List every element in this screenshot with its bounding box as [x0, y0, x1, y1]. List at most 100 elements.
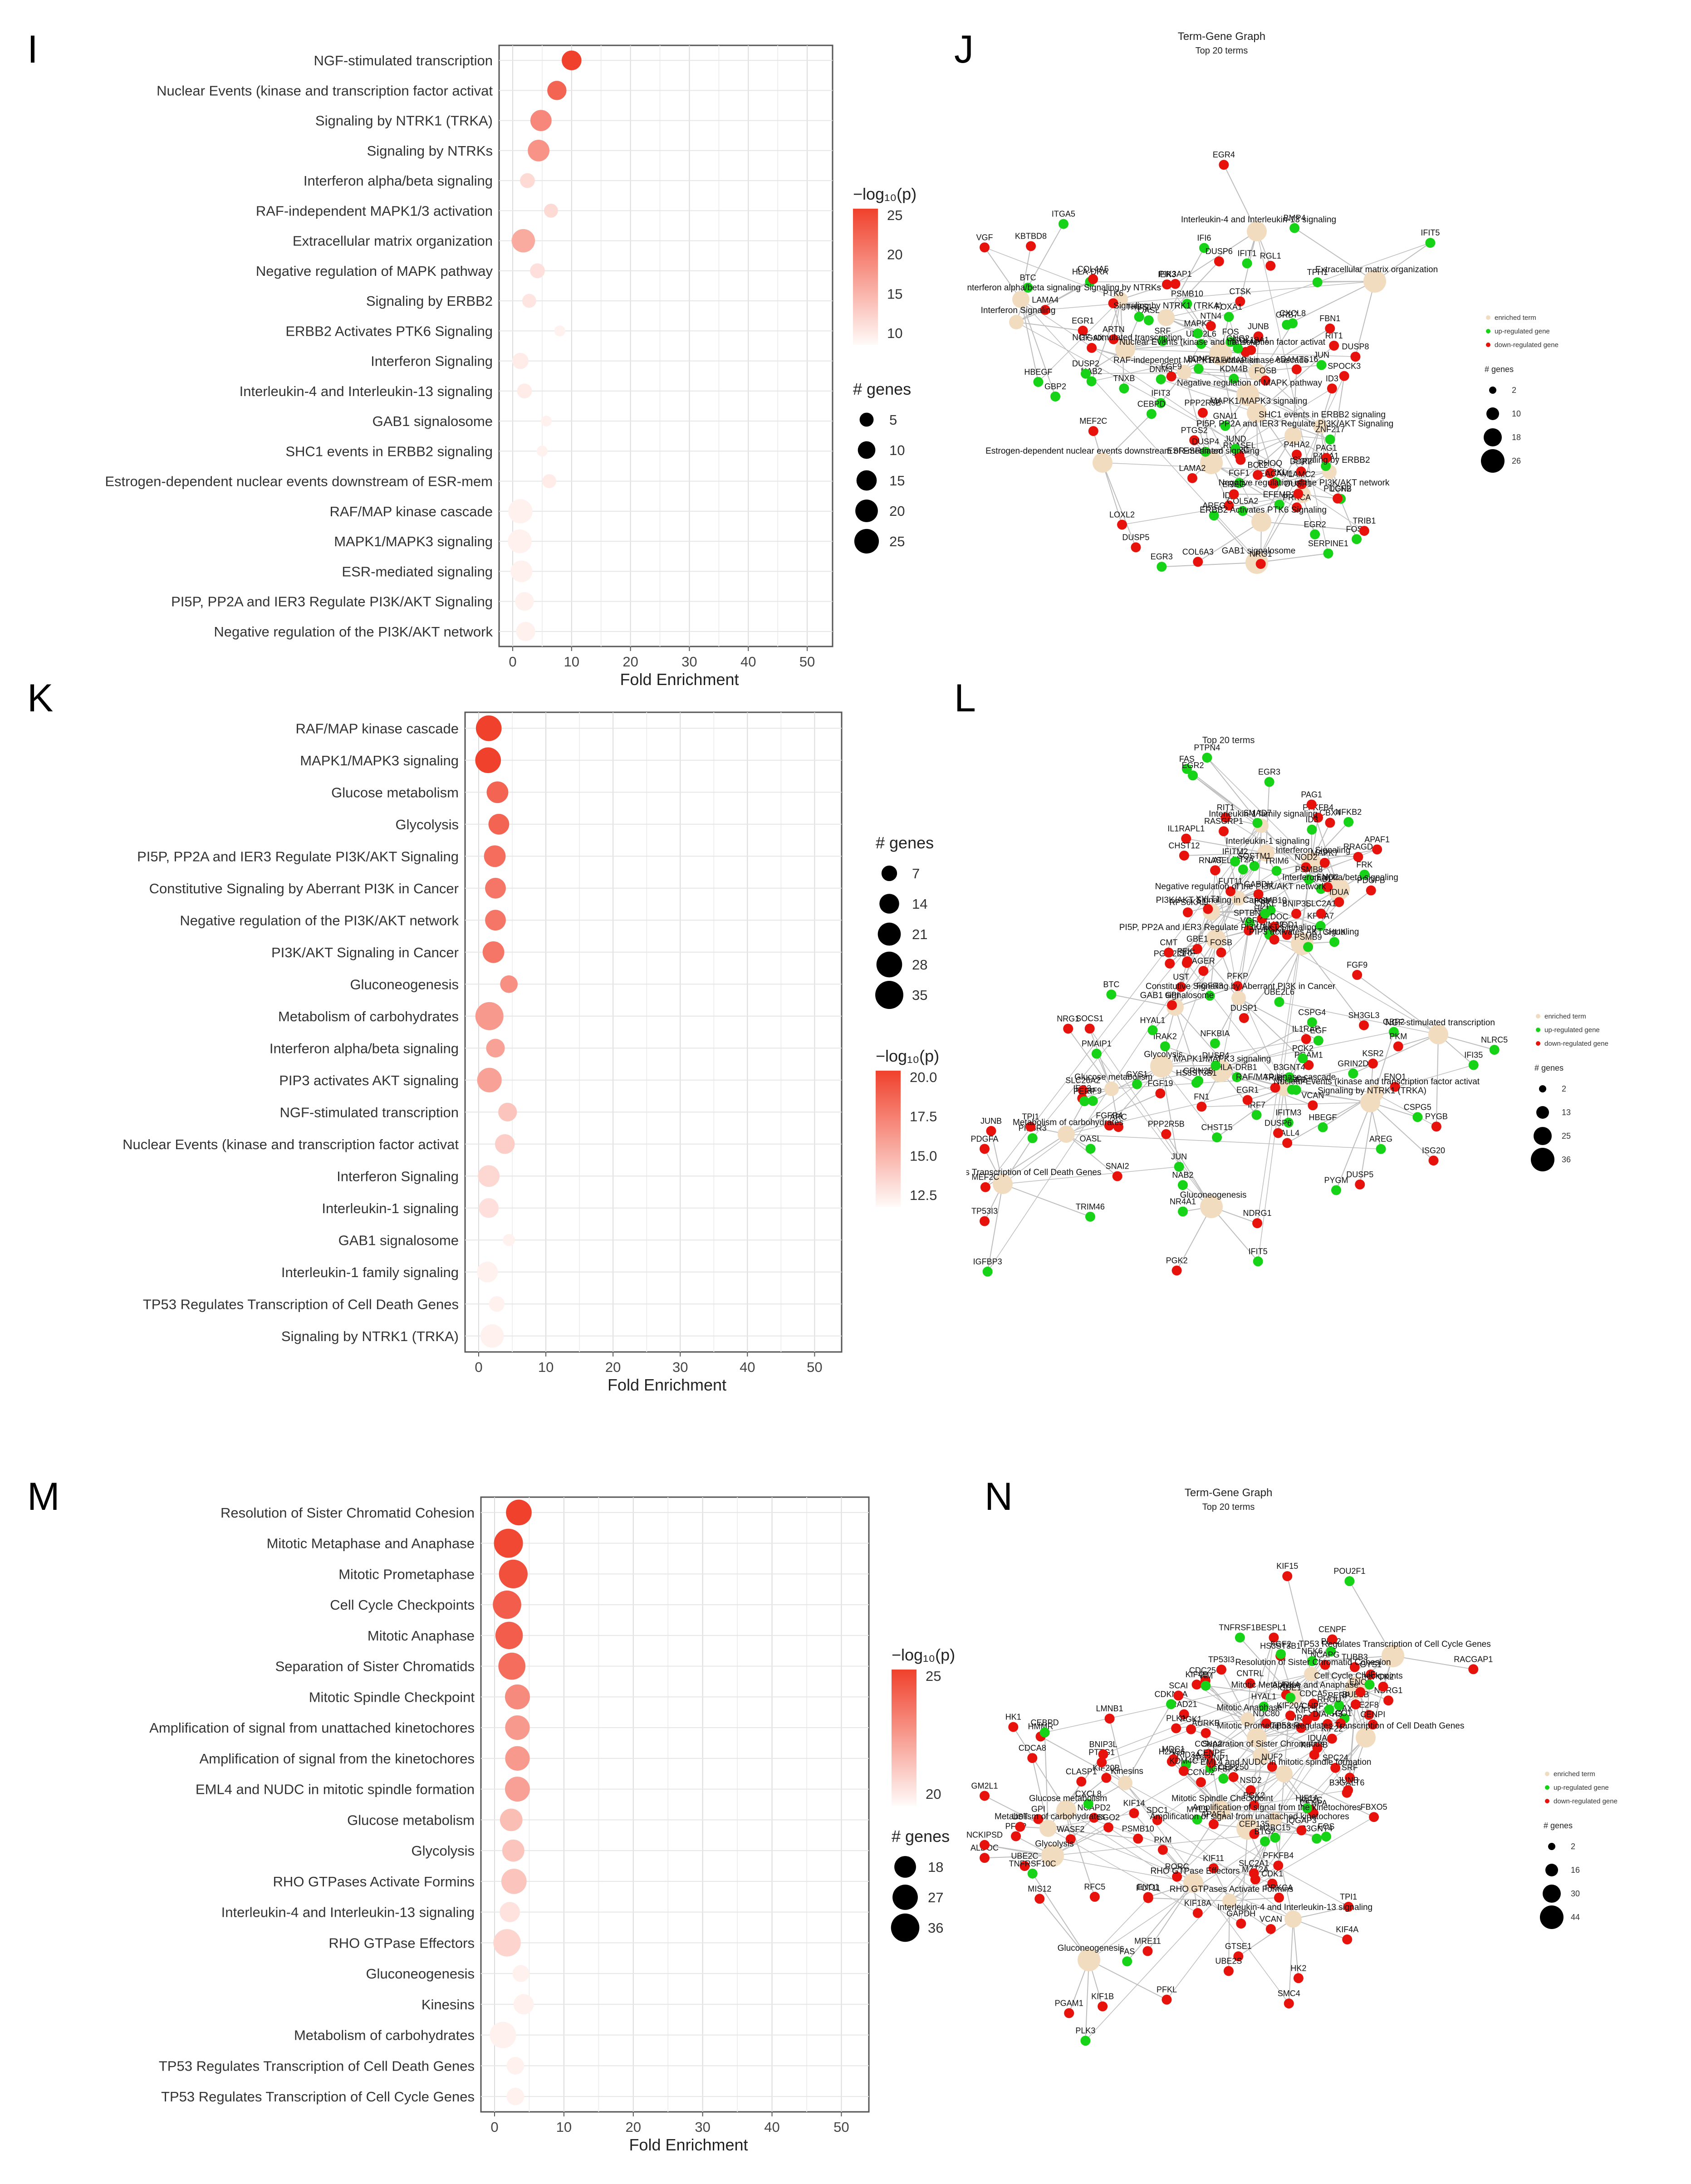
gene-node — [1269, 1632, 1279, 1643]
gene-node — [1122, 1956, 1132, 1967]
x-tick-label: 40 — [740, 1359, 755, 1375]
network-edge — [1240, 1637, 1294, 1697]
gene-label: KDM4C — [1169, 1757, 1198, 1766]
data-point — [506, 1499, 532, 1526]
plot-frame — [498, 44, 833, 647]
term-node — [1268, 1812, 1282, 1827]
term-label: Mitotic Prometaphase — [1217, 1721, 1300, 1731]
gene-node — [1343, 1785, 1353, 1795]
gene-node — [1224, 500, 1234, 511]
gene-label: NCKIPSD — [966, 1831, 1003, 1840]
gene-node — [1171, 1265, 1182, 1276]
color-legend-tick: 25 — [926, 1668, 941, 1684]
network-edge — [1296, 1089, 1371, 1103]
gene-label: GYS1 — [1360, 1660, 1382, 1669]
gene-node — [1157, 562, 1167, 572]
gene-label: FGF1 — [1229, 469, 1250, 478]
gene-node — [1331, 1185, 1341, 1195]
network-edge — [1109, 1066, 1162, 1126]
network-edge — [1016, 322, 1083, 331]
network-edge — [1353, 1034, 1439, 1074]
term-label: GAB1 signalosome — [1222, 546, 1296, 556]
network-subtitle: Top 20 terms — [1202, 1502, 1255, 1512]
gene-node — [1063, 1023, 1073, 1034]
gene-label: MRE11 — [1134, 1937, 1161, 1946]
color-legend-title: −log₁₀(p) — [853, 185, 917, 203]
network-edge — [1247, 323, 1293, 395]
gene-node — [1177, 1180, 1188, 1190]
gene-label: PRKCA — [1265, 1883, 1293, 1892]
gene-node — [1210, 865, 1220, 876]
data-point — [516, 622, 535, 641]
legend-label: down-regulated gene — [1544, 1040, 1608, 1048]
gene-label: SMC4 — [1278, 1989, 1300, 1998]
x-axis-label: Fold Enrichment — [620, 670, 739, 689]
network-edge — [1247, 1748, 1318, 1829]
gene-label: PGK2 — [1166, 1256, 1188, 1265]
term-label: Interleukin-4 and Interleukin-13 signali… — [1217, 1903, 1372, 1912]
gene-label: IRF9 — [1084, 1087, 1102, 1096]
term-node — [1157, 309, 1175, 326]
network-edge — [1223, 164, 1257, 232]
gene-label: PSMB8 — [1295, 865, 1323, 874]
network-edge — [984, 1855, 1053, 1859]
network-edge — [987, 1184, 1003, 1272]
gene-node — [1304, 874, 1314, 885]
color-legend-tick: 25 — [887, 207, 902, 223]
gene-node — [1206, 321, 1216, 331]
term-label: Nuclear Events (kinase and transcription… — [1274, 1077, 1480, 1087]
network-edge — [1032, 1873, 1089, 1960]
gene-label: LAMA4 — [1032, 295, 1059, 304]
gene-label: CTSK — [1229, 287, 1251, 296]
gene-node — [1088, 1096, 1098, 1106]
gene-node — [1083, 1799, 1093, 1809]
gene-node — [1307, 824, 1317, 835]
data-point — [490, 2022, 516, 2048]
gene-node — [1260, 375, 1271, 386]
gene-label: TPI1 — [1022, 1112, 1039, 1121]
network-edge — [1374, 1093, 1437, 1127]
gene-node — [1166, 1699, 1176, 1709]
term-node — [1231, 891, 1246, 906]
gene-label: KIF2C — [1299, 1795, 1323, 1804]
gene-node — [1393, 1041, 1403, 1052]
gene-label: ENO2 — [1317, 872, 1339, 881]
term-label: TP53 Regulates Transcription of Cell Cyc… — [1299, 1640, 1490, 1649]
gene-label: COL4A5 — [1078, 264, 1109, 274]
gene-label: CEP250 — [1218, 1763, 1249, 1772]
panel-letter-j: J — [954, 28, 974, 71]
term-label: ERBB2 Activates PTK6 Signaling — [1200, 505, 1327, 515]
gene-node — [1104, 1714, 1115, 1724]
gene-node — [1292, 502, 1302, 513]
size-legend-dot — [1534, 1127, 1552, 1145]
term-label: Glycolysis — [411, 1843, 475, 1859]
term-label: RAF-independent MAPK1/3 activation — [1113, 356, 1259, 365]
gene-node — [1351, 534, 1362, 544]
gene-node — [1324, 1704, 1334, 1715]
term-label: Interleukin-1 family signaling — [281, 1264, 459, 1280]
network-edge — [1166, 248, 1205, 318]
gene-node — [1103, 1822, 1113, 1832]
x-tick-label: 50 — [833, 2119, 849, 2135]
gene-node — [1253, 331, 1264, 342]
gene-node — [1201, 1680, 1211, 1691]
term-node — [1313, 419, 1328, 434]
gene-node — [1239, 1013, 1249, 1023]
term-label: MAPK1/MAPK3 signaling — [1174, 1054, 1271, 1064]
term-node — [1012, 291, 1029, 308]
size-legend-label: 2 — [1512, 386, 1516, 395]
gene-node — [1252, 818, 1263, 828]
gene-label: EGR3 — [1151, 552, 1173, 561]
gene-node — [1297, 479, 1307, 490]
network-edge — [1247, 1637, 1274, 1720]
term-label: TP53 Regulates Transcription of Cell Dea… — [159, 2058, 475, 2074]
network-edge — [1392, 1655, 1474, 1670]
gene-label: LOXL2 — [1109, 510, 1135, 519]
gene-node — [1253, 889, 1264, 900]
gene-label: PYGB — [1425, 1112, 1448, 1121]
network-edge — [1240, 1828, 1248, 1924]
gene-label: DUSP5 — [1122, 533, 1149, 542]
gene-node — [1316, 908, 1326, 919]
gene-label: UBE2S — [1215, 1957, 1242, 1966]
